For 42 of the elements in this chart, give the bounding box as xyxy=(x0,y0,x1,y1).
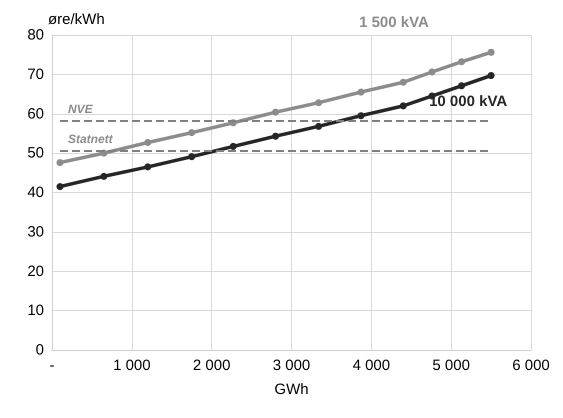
x-tick-label: 4 000 xyxy=(352,357,390,374)
y-tick-label: 0 xyxy=(36,342,44,358)
point xyxy=(357,112,364,120)
y-axis-title: øre/kWh xyxy=(48,11,105,28)
point xyxy=(100,172,108,180)
y-tick-label: 80 xyxy=(27,26,44,44)
x-axis-title: GWh xyxy=(274,381,309,398)
y-tick-label: 70 xyxy=(27,66,44,83)
y-tick-label: 30 xyxy=(27,223,44,240)
y-tick-label: 10 xyxy=(27,302,44,320)
point xyxy=(56,159,64,166)
x-tick-label: 6 000 xyxy=(512,357,550,374)
ref-line-label: Statnett xyxy=(68,132,114,146)
point xyxy=(272,108,280,116)
point xyxy=(230,142,237,150)
text: 1 500 kVA xyxy=(359,14,430,31)
x-tick-label: 3 000 xyxy=(272,357,310,374)
point xyxy=(272,132,280,140)
point xyxy=(315,122,322,130)
point xyxy=(428,68,436,76)
y-tick-label: 50 xyxy=(27,144,44,162)
point xyxy=(315,99,322,106)
y-tick-label: 40 xyxy=(27,184,44,201)
point xyxy=(188,129,196,136)
point xyxy=(357,88,364,96)
point xyxy=(56,183,64,190)
y-tick-label: 60 xyxy=(27,105,44,122)
y-tick-label: 20 xyxy=(27,262,44,280)
point xyxy=(144,163,152,170)
point xyxy=(488,48,495,56)
point xyxy=(400,78,407,86)
point xyxy=(188,153,196,160)
x-tick-label: 1 000 xyxy=(113,357,151,374)
point xyxy=(458,82,466,90)
point xyxy=(144,138,152,146)
point xyxy=(488,72,495,80)
point xyxy=(400,102,407,110)
point xyxy=(458,58,466,66)
x-tick-label: 2 000 xyxy=(192,357,230,374)
x-tick-label: 5 000 xyxy=(432,357,470,374)
x-tick-label: - xyxy=(50,357,54,374)
ref-line-label: NVE xyxy=(68,102,94,116)
